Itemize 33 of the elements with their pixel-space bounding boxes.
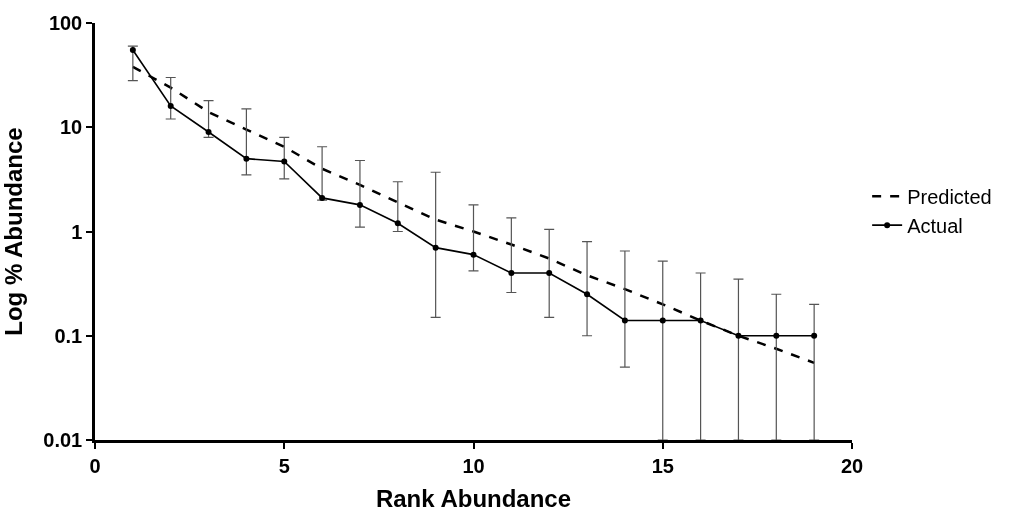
point: [129, 47, 136, 54]
point: [811, 332, 818, 339]
point: [584, 291, 591, 298]
point: [773, 332, 780, 339]
y-tick-label: 0.1: [54, 324, 83, 347]
point: [621, 317, 628, 324]
point: [319, 194, 326, 201]
point: [659, 317, 666, 324]
point: [470, 251, 477, 258]
y-tick-label: 0.01: [43, 429, 83, 451]
x-axis-title: Rank Abundance: [375, 485, 572, 513]
y-tick-label: 100: [48, 12, 83, 34]
point: [205, 129, 212, 136]
point: [697, 317, 704, 324]
point: [281, 158, 288, 165]
point: [243, 155, 250, 162]
legend-label: Actual: [907, 214, 963, 237]
point: [508, 269, 515, 276]
point: [432, 244, 439, 251]
x-tick-label: 5: [278, 454, 290, 477]
point: [167, 102, 174, 109]
y-axis-title: Log % Abundance: [0, 127, 27, 336]
x-tick-label: 15: [651, 454, 674, 477]
x-tick-label: 10: [462, 454, 485, 477]
x-tick-label: 0: [89, 454, 101, 477]
x-tick-label: 20: [840, 454, 864, 477]
point: [735, 332, 742, 339]
point: [356, 201, 363, 208]
y-tick-label: 1: [71, 220, 83, 243]
point: [546, 269, 553, 276]
y-tick-label: 10: [60, 116, 83, 139]
point: [394, 220, 401, 227]
legend-label: Predicted: [907, 185, 992, 208]
